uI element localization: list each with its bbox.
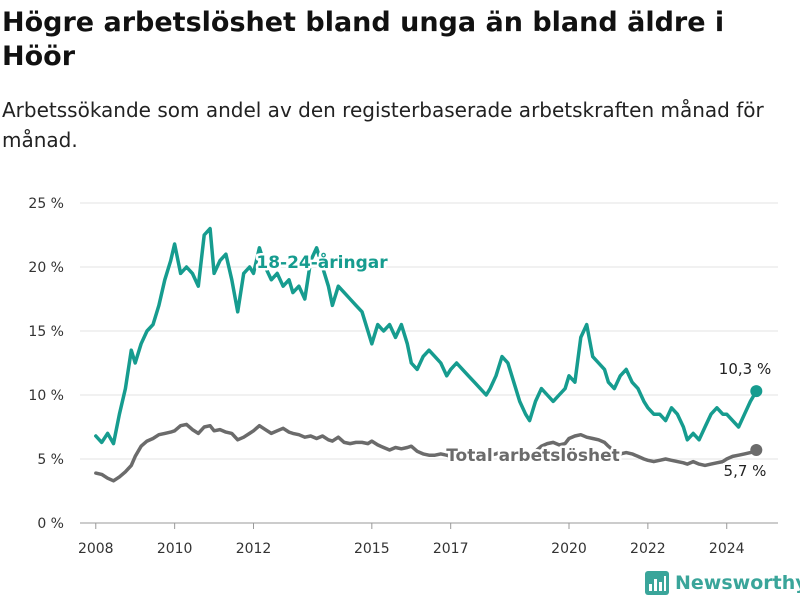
y-tick-label: 10 % [28,388,64,404]
series-line-0 [94,226,759,446]
y-tick-label: 0 % [37,516,64,532]
brand-name: Newsworthy [675,572,800,594]
x-tick-label: 2020 [551,541,587,557]
x-axis: 2008 2010 2012 2015 2017 2020 2022 2024 [78,522,778,557]
end-value-label: 10,3 % [719,360,771,378]
x-tick-label: 2012 [236,541,272,557]
gridlines [80,202,778,524]
y-tick-label: 5 % [37,452,64,468]
series-lines [94,226,763,483]
y-tick-label: 15 % [28,324,64,340]
x-tick-label: 2024 [709,541,745,557]
series-end-point-0 [750,385,763,398]
bar-chart-logo-icon [645,571,669,595]
x-tick-label: 2010 [157,541,193,557]
y-tick-label: 25 % [28,196,64,212]
series-name-label: Total arbetslöshet [446,446,620,466]
x-tick-label: 2017 [433,541,469,557]
chart-title: Högre arbetslöshet bland unga än bland ä… [2,7,725,72]
x-tick-label: 2022 [630,541,666,557]
brand-logo: Newsworthy [645,568,800,598]
series-labels: 18-24-åringar Total arbetslöshet 10,3 % 5,7… [254,249,773,483]
end-value-label: 5,7 % [724,462,767,480]
series-end-point-1 [750,444,763,457]
series-name-label: 18-24-åringar [256,251,388,273]
x-tick-label: 2015 [354,541,390,557]
y-axis-ticks: 0 % 5 % 10 % 15 % 20 % 25 % [28,196,64,532]
y-tick-label: 20 % [28,260,64,276]
x-tick-label: 2008 [78,541,114,557]
chart-subtitle: Arbetssökande som andel av den registerb… [2,98,764,152]
series-line-1 [94,422,759,483]
